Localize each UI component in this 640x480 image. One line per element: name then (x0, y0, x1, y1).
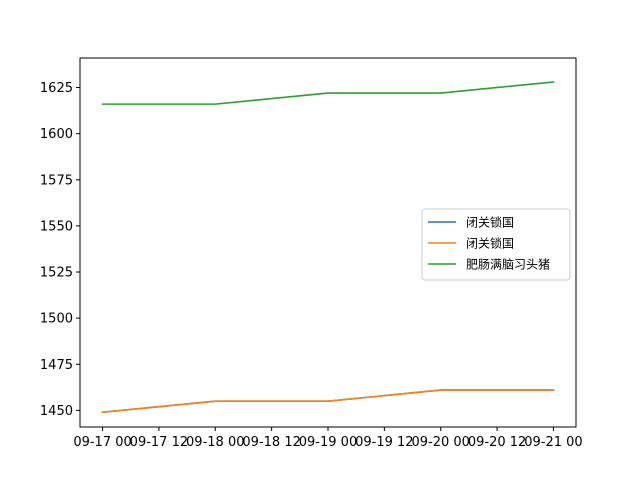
y-tick-label: 1500 (40, 312, 73, 327)
y-tick-label: 1625 (40, 81, 73, 96)
y-tick-label: 1475 (40, 358, 73, 373)
y-tick-label: 1550 (40, 219, 73, 234)
y-tick-label: 1600 (40, 127, 73, 142)
x-tick-label: 09-19 12 (355, 435, 413, 450)
x-tick-label: 09-20 12 (468, 435, 526, 450)
y-axis: 1450 1475 1500 1525 1550 1575 1600 1625 (40, 81, 80, 419)
legend-label-0: 闭关锁国 (466, 215, 514, 230)
x-tick-label: 09-18 12 (242, 435, 300, 450)
y-tick-label: 1450 (40, 404, 73, 419)
legend-box (421, 208, 571, 281)
x-tick-label: 09-21 00 (524, 435, 582, 450)
series-layer (101, 81, 555, 414)
legend-label-2: 肥肠满脑习头猪 (466, 258, 550, 272)
y-tick-label: 1575 (40, 173, 73, 188)
x-tick-label: 09-19 00 (299, 435, 357, 450)
x-tick-label: 09-17 12 (130, 435, 188, 450)
x-tick-label: 09-20 00 (412, 435, 470, 450)
x-tick-label: 09-18 00 (186, 435, 244, 450)
x-tick-label: 09-17 00 (73, 435, 131, 450)
legend-label-1: 闭关锁国 (466, 236, 514, 251)
y-tick-label: 1525 (40, 266, 73, 281)
series-line-2 (101, 81, 555, 105)
series-line-1 (101, 389, 555, 414)
